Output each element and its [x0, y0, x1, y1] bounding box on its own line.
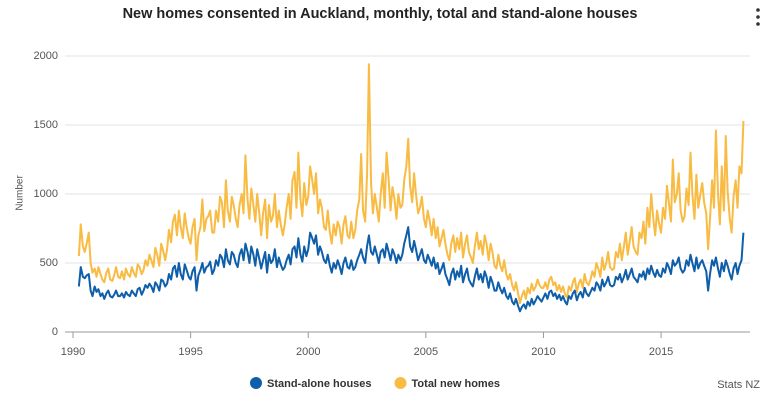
x-tick-label: 2005	[414, 346, 438, 358]
legend-label: Total new homes	[412, 378, 500, 390]
menu-dot	[756, 22, 760, 26]
y-tick-label: 0	[52, 326, 58, 338]
legend-marker	[394, 377, 407, 389]
x-tick-label: 2010	[531, 346, 555, 358]
x-tick-label: 1990	[61, 346, 85, 358]
y-axis-label: Number	[15, 175, 26, 211]
x-tick-label: 1995	[178, 346, 202, 358]
y-tick-label: 500	[40, 257, 58, 269]
series-line	[77, 63, 745, 305]
menu-dot	[756, 15, 760, 19]
legend-label: Stand-alone houses	[267, 378, 372, 390]
y-tick-label: 1500	[34, 119, 58, 131]
x-tick-label: 2000	[296, 346, 320, 358]
y-tick-label: 2000	[34, 50, 58, 62]
menu-dot	[756, 8, 760, 12]
source: Stats NZ	[717, 379, 760, 391]
y-tick-label: 1000	[34, 188, 58, 200]
x-tick-label: 2015	[649, 346, 673, 358]
series-line	[77, 226, 745, 313]
legend-marker	[250, 377, 262, 389]
chart-title: New homes consented in Auckland, monthly…	[123, 6, 638, 22]
menu-button[interactable]	[756, 8, 760, 26]
